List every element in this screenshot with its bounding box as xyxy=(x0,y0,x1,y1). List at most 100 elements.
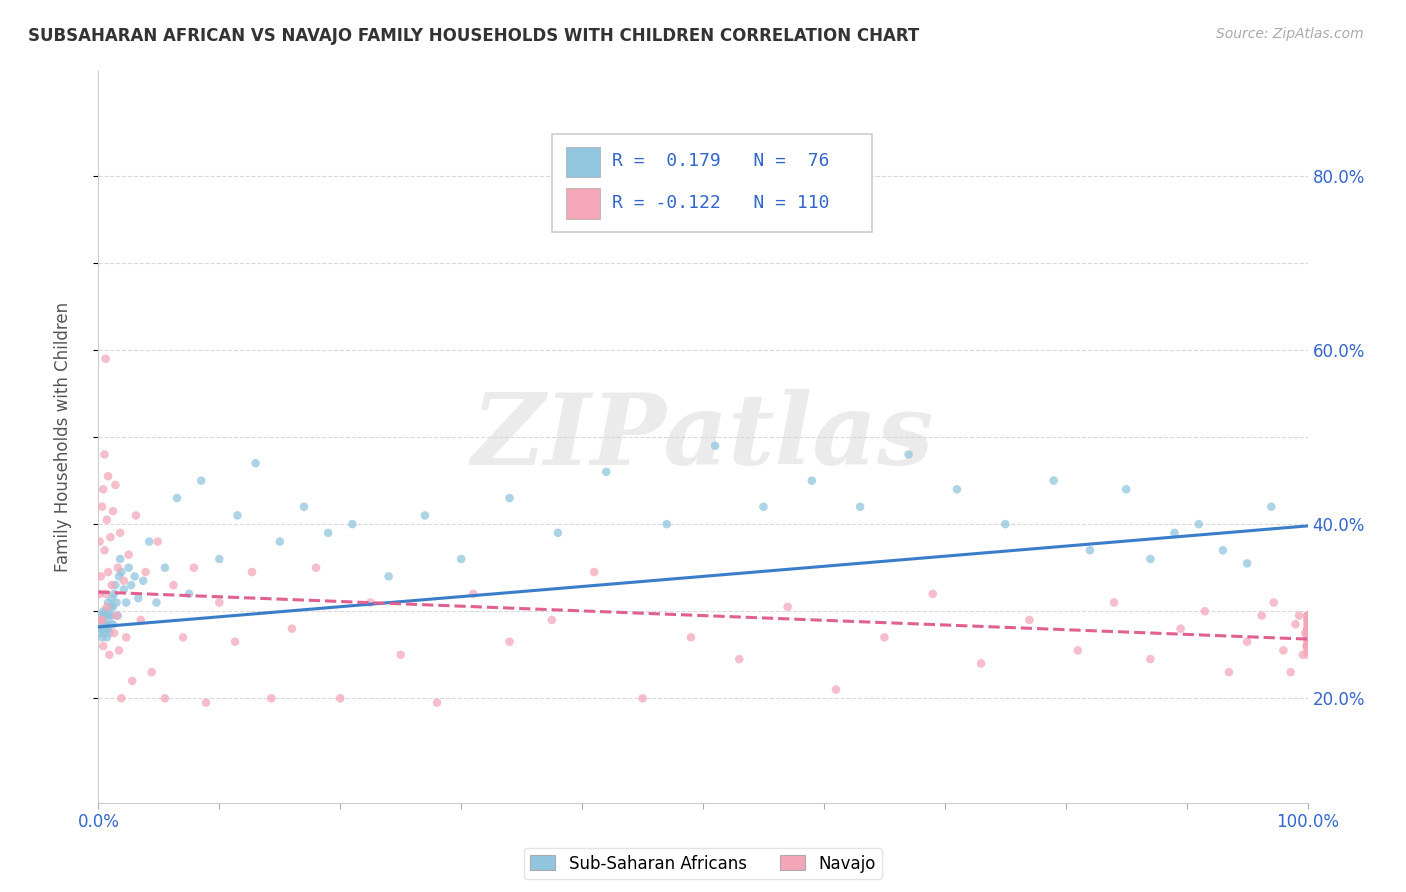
Point xyxy=(97,469,120,483)
Point xyxy=(377,569,399,583)
Point xyxy=(800,474,823,488)
Point xyxy=(94,604,117,618)
FancyBboxPatch shape xyxy=(551,134,872,232)
Point xyxy=(108,643,131,657)
Point xyxy=(166,491,188,505)
Point xyxy=(970,657,993,671)
Point xyxy=(1296,617,1319,632)
Point xyxy=(1296,626,1319,640)
Point xyxy=(115,631,138,645)
Point xyxy=(127,591,149,606)
Point xyxy=(463,587,485,601)
Point xyxy=(96,631,118,645)
Point xyxy=(100,617,122,632)
Point xyxy=(1236,634,1258,648)
Point xyxy=(1163,525,1185,540)
Point xyxy=(1296,648,1319,662)
Point xyxy=(1296,608,1319,623)
Point xyxy=(776,599,799,614)
Point xyxy=(1296,617,1319,632)
Point xyxy=(921,587,943,601)
Point xyxy=(98,626,121,640)
Point xyxy=(547,525,569,540)
Point xyxy=(141,665,163,680)
Point xyxy=(1296,634,1319,648)
Point xyxy=(93,448,115,462)
Point xyxy=(96,513,118,527)
Point xyxy=(190,474,212,488)
Point xyxy=(91,604,114,618)
Point xyxy=(105,595,128,609)
Point xyxy=(89,534,111,549)
Point xyxy=(897,448,920,462)
Point xyxy=(1296,613,1319,627)
Point xyxy=(1078,543,1101,558)
Point xyxy=(120,578,142,592)
Point xyxy=(292,500,315,514)
Point xyxy=(1194,604,1216,618)
Point xyxy=(94,351,117,366)
Point xyxy=(91,639,114,653)
Point xyxy=(1296,643,1319,657)
Point xyxy=(104,578,127,592)
Point xyxy=(101,599,124,614)
Point xyxy=(138,534,160,549)
Point xyxy=(1296,622,1319,636)
Point xyxy=(1188,517,1211,532)
Point xyxy=(107,560,129,574)
Point xyxy=(540,613,562,627)
Point xyxy=(583,565,606,579)
Point xyxy=(595,465,617,479)
Point xyxy=(704,439,727,453)
Point xyxy=(91,613,114,627)
Point xyxy=(104,478,127,492)
Point xyxy=(97,565,120,579)
Point xyxy=(112,574,135,588)
Point xyxy=(1212,543,1234,558)
Point xyxy=(91,500,114,514)
Point xyxy=(329,691,352,706)
Point xyxy=(93,617,115,632)
Point xyxy=(94,587,117,601)
Point xyxy=(108,525,131,540)
Point xyxy=(849,500,872,514)
Text: ZIPatlas: ZIPatlas xyxy=(472,389,934,485)
Point xyxy=(426,696,449,710)
Point xyxy=(135,565,157,579)
Point xyxy=(145,595,167,609)
Point xyxy=(101,617,124,632)
Point xyxy=(89,587,111,601)
Point xyxy=(1296,639,1319,653)
Point xyxy=(101,504,124,518)
Point xyxy=(208,595,231,609)
Point xyxy=(153,691,176,706)
Point xyxy=(631,691,654,706)
Point xyxy=(1170,622,1192,636)
Point xyxy=(100,591,122,606)
Point xyxy=(1042,474,1064,488)
Point xyxy=(1067,643,1090,657)
Point xyxy=(108,569,131,583)
Point xyxy=(316,525,339,540)
Point xyxy=(1296,608,1319,623)
Point xyxy=(179,587,201,601)
Point xyxy=(1296,631,1319,645)
Point xyxy=(389,648,412,662)
Point xyxy=(1296,643,1319,657)
Point xyxy=(1296,639,1319,653)
Point xyxy=(125,508,148,523)
Point xyxy=(360,595,382,609)
Point xyxy=(1250,608,1272,623)
Point xyxy=(1292,648,1315,662)
Point xyxy=(153,560,176,574)
Point xyxy=(90,617,112,632)
Point xyxy=(96,608,118,623)
Point xyxy=(1260,500,1282,514)
Point xyxy=(105,608,128,623)
Point xyxy=(162,578,184,592)
Point xyxy=(100,530,122,544)
Point xyxy=(91,622,114,636)
Point xyxy=(172,631,194,645)
Point xyxy=(728,652,751,666)
Point xyxy=(1296,613,1319,627)
